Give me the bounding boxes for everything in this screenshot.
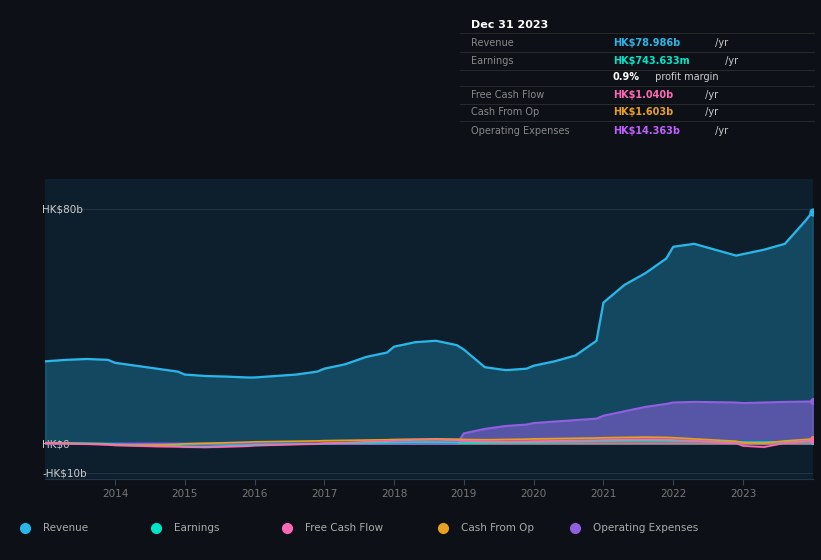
Text: /yr: /yr: [712, 38, 728, 48]
Text: Cash From Op: Cash From Op: [470, 108, 539, 117]
Text: Earnings: Earnings: [470, 56, 513, 66]
Text: HK$14.363b: HK$14.363b: [612, 125, 680, 136]
Text: Revenue: Revenue: [43, 522, 88, 533]
Text: Revenue: Revenue: [470, 38, 513, 48]
Text: Dec 31 2023: Dec 31 2023: [470, 20, 548, 30]
Text: profit margin: profit margin: [653, 72, 719, 82]
Text: Free Cash Flow: Free Cash Flow: [470, 90, 544, 100]
Text: /yr: /yr: [702, 90, 718, 100]
Text: HK$1.603b: HK$1.603b: [612, 108, 673, 117]
Text: HK$1.040b: HK$1.040b: [612, 90, 673, 100]
Text: HK$78.986b: HK$78.986b: [612, 38, 680, 48]
Text: /yr: /yr: [702, 108, 718, 117]
Text: /yr: /yr: [722, 56, 738, 66]
Text: Cash From Op: Cash From Op: [461, 522, 534, 533]
Text: Operating Expenses: Operating Expenses: [593, 522, 698, 533]
Text: Operating Expenses: Operating Expenses: [470, 125, 569, 136]
Text: 0.9%: 0.9%: [612, 72, 640, 82]
Text: HK$743.633m: HK$743.633m: [612, 56, 690, 66]
Text: Free Cash Flow: Free Cash Flow: [305, 522, 383, 533]
Text: /yr: /yr: [712, 125, 728, 136]
Text: Earnings: Earnings: [174, 522, 219, 533]
